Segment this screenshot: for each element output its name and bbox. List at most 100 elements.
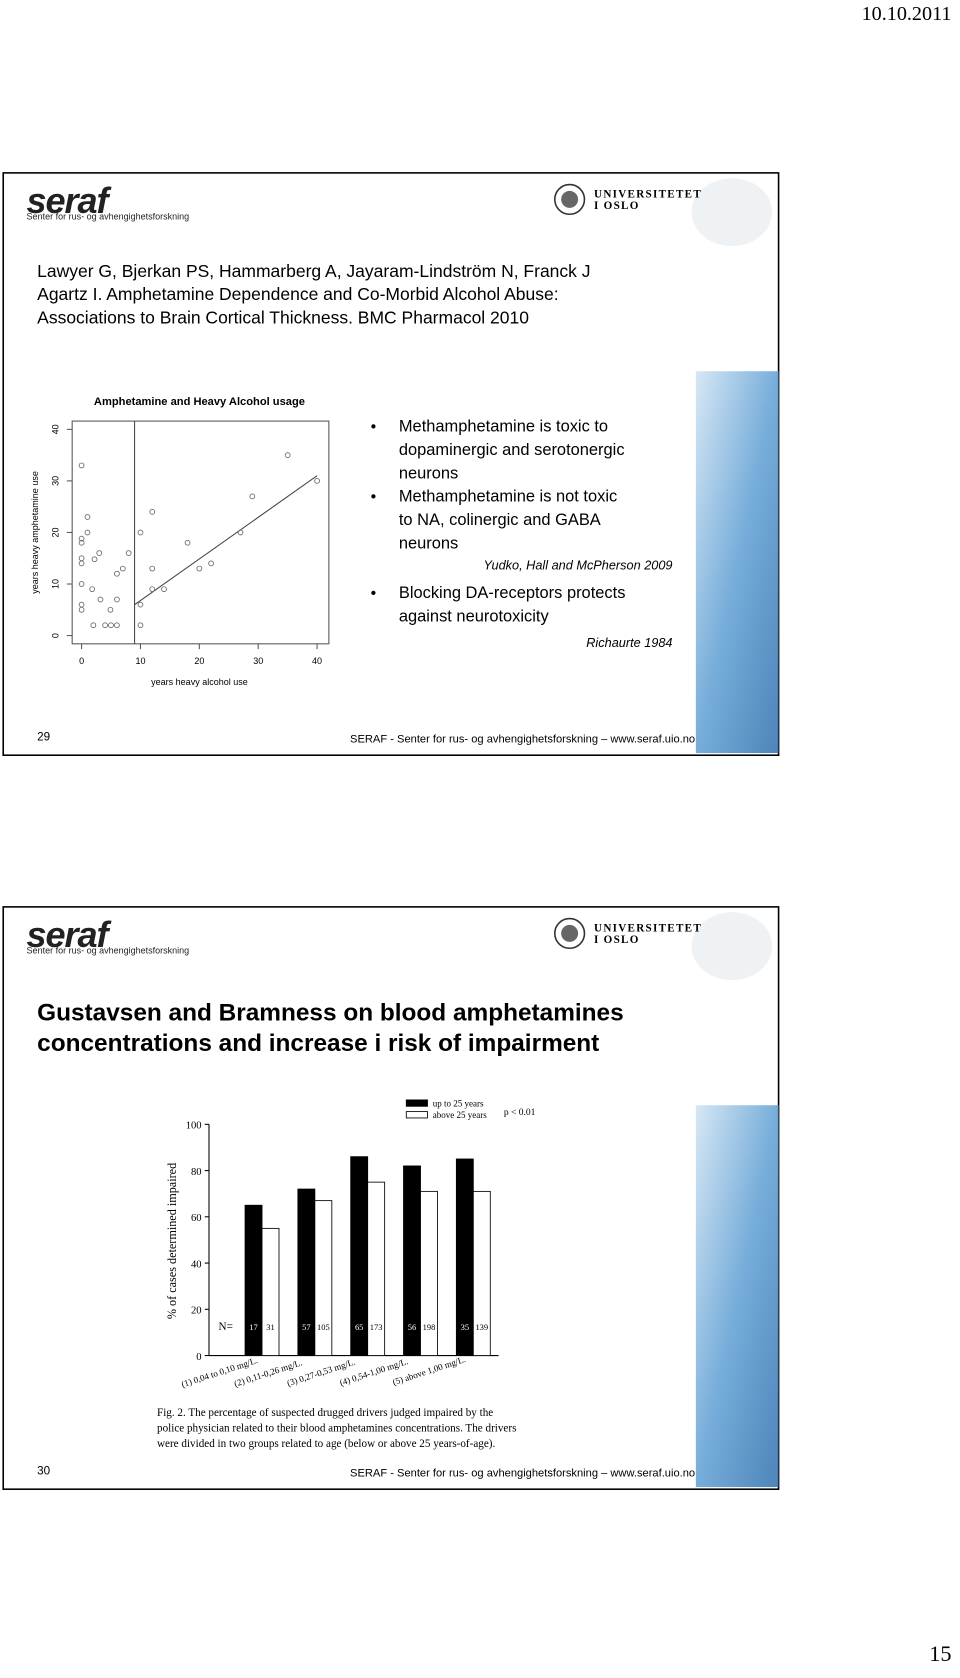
figure-caption: were divided in two groups related to ag… <box>157 1438 495 1450</box>
bar <box>244 1204 263 1356</box>
n-value: 31 <box>266 1322 274 1332</box>
data-point <box>78 560 85 567</box>
header-date: 10.10.2011 <box>862 3 952 25</box>
slide-title: Gustavsen and Bramness on blood amphetam… <box>37 999 624 1026</box>
slide-footer: SERAF - Senter for rus- og avhengighetsf… <box>350 733 695 745</box>
data-point <box>314 478 320 484</box>
n-value: 17 <box>249 1322 257 1332</box>
n-value: 57 <box>302 1322 310 1332</box>
data-point <box>237 529 244 536</box>
bar <box>420 1190 438 1356</box>
fit-line <box>134 475 318 606</box>
university-name: UNIVERSITETET <box>594 922 702 934</box>
bullet-text: Blocking DA-receptors protects <box>399 584 626 602</box>
bar <box>472 1190 491 1356</box>
citation-line: Agartz I. Amphetamine Dependence and Co-… <box>37 284 558 304</box>
bullet-text: neurons <box>399 534 458 552</box>
logo-subtitle: Senter for rus- og avhengighetsforskning <box>27 212 190 222</box>
slide-frame <box>2 906 780 1490</box>
bar <box>367 1181 386 1356</box>
data-point <box>149 565 156 572</box>
bullet-text: Methamphetamine is toxic to <box>399 418 608 436</box>
y-tick-label: 20 <box>191 1306 202 1317</box>
reference: Yudko, Hall and McPherson 2009 <box>483 558 672 573</box>
x-tick-label: 20 <box>194 656 204 666</box>
n-value: 139 <box>475 1322 488 1332</box>
data-point <box>149 508 156 515</box>
legend-swatch <box>405 1099 428 1107</box>
slide-title: concentrations and increase i risk of im… <box>37 1030 599 1057</box>
data-point <box>119 565 126 572</box>
logo-subtitle: Senter for rus- og avhengighetsforskning <box>27 946 190 956</box>
x-axis-label: years heavy alcohol use <box>151 677 248 687</box>
data-point <box>208 560 214 567</box>
slide-frame <box>2 172 780 757</box>
university-seal <box>553 917 586 950</box>
data-point <box>90 622 97 629</box>
data-point <box>107 606 114 613</box>
bullet-text: neurons <box>399 464 458 482</box>
university-name: UNIVERSITETET <box>594 188 702 200</box>
data-point <box>78 535 85 542</box>
n-value: 35 <box>461 1322 469 1332</box>
data-point <box>114 570 120 577</box>
x-tick-label: 30 <box>253 656 263 666</box>
y-tick-label: 10 <box>50 579 60 589</box>
y-tick-label: 40 <box>50 424 60 434</box>
data-point <box>89 586 96 593</box>
bullet-dot <box>371 590 376 596</box>
data-point <box>91 556 98 563</box>
n-value: 65 <box>355 1322 363 1332</box>
n-value: 198 <box>423 1322 436 1332</box>
data-point <box>249 493 256 500</box>
university-seal <box>553 183 586 216</box>
reference: Richaurte 1984 <box>586 635 672 650</box>
data-point <box>84 514 91 520</box>
figure-caption: police physician related to their blood … <box>157 1422 516 1434</box>
data-point <box>137 622 144 629</box>
n-value: 105 <box>317 1322 330 1332</box>
y-axis-label: years heavy amphetamine use <box>30 471 40 594</box>
university-seal <box>561 924 579 942</box>
y-tick-label: 80 <box>191 1167 202 1178</box>
data-point <box>184 539 191 546</box>
slide-decoration <box>691 912 773 981</box>
data-point <box>97 596 104 603</box>
y-tick-label: 0 <box>196 1352 201 1363</box>
data-point <box>78 539 85 546</box>
slide-decoration <box>691 178 773 247</box>
data-point <box>284 452 291 458</box>
data-point <box>84 529 91 536</box>
legend-label: up to 25 years <box>433 1098 484 1108</box>
data-point <box>96 550 103 556</box>
citation-line: Lawyer G, Bjerkan PS, Hammarberg A, Jaya… <box>37 261 590 281</box>
bullet-text: to NA, colinergic and GABA <box>399 511 601 529</box>
bar <box>314 1200 333 1356</box>
data-point <box>161 586 167 593</box>
y-tick-label: 30 <box>50 476 60 486</box>
n-value: 56 <box>408 1322 416 1332</box>
bullet-dot <box>371 494 376 499</box>
citation-line: Associations to Brain Cortical Thickness… <box>37 308 529 328</box>
slide-number: 29 <box>37 730 50 743</box>
university-name: I OSLO <box>594 934 640 946</box>
data-point <box>78 581 85 587</box>
x-tick-label: 10 <box>135 656 145 666</box>
slide-decoration <box>695 1105 779 1488</box>
data-point <box>137 601 144 608</box>
figure-caption: Fig. 2. The percentage of suspected drug… <box>157 1407 493 1419</box>
data-point <box>125 550 132 556</box>
slide-number: 30 <box>37 1464 50 1477</box>
slide-decoration <box>695 371 779 754</box>
n-value: 173 <box>370 1322 383 1332</box>
logo: seraf <box>27 914 113 955</box>
bullet-text: Methamphetamine is not toxic <box>399 488 617 506</box>
logo: seraf <box>27 180 113 221</box>
y-tick-label: 40 <box>191 1259 202 1270</box>
data-point <box>78 606 85 613</box>
data-point <box>78 462 85 469</box>
bullet-dot <box>371 424 376 429</box>
legend-swatch <box>405 1111 428 1119</box>
page-number: 15 <box>929 1641 951 1666</box>
